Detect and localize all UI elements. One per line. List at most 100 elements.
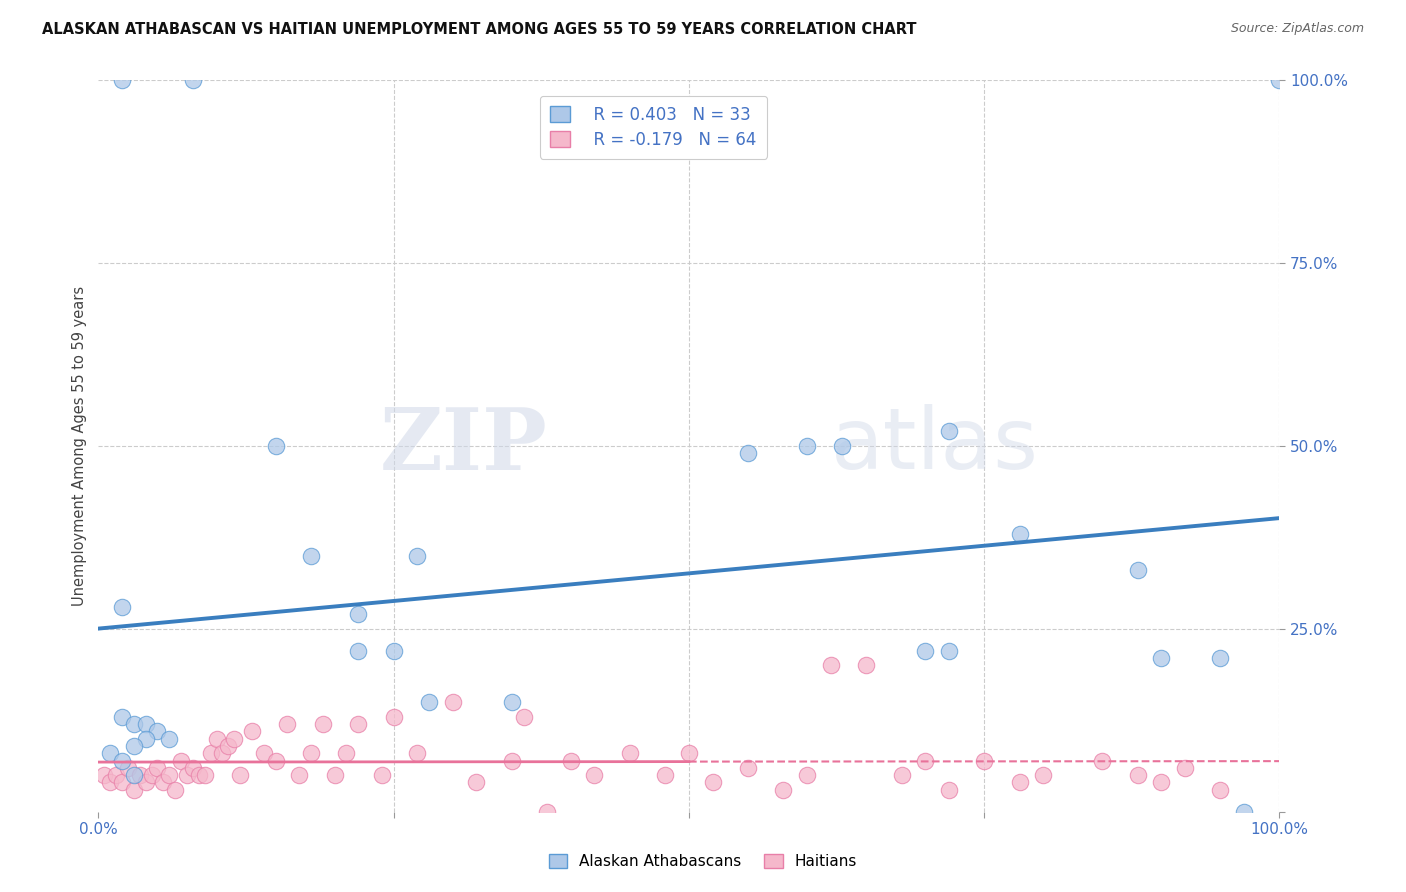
Point [347,717,370,731]
Point [772,782,794,797]
Point [1150,651,1173,665]
Text: ALASKAN ATHABASCAN VS HAITIAN UNEMPLOYMENT AMONG AGES 55 TO 59 YEARS CORRELATION: ALASKAN ATHABASCAN VS HAITIAN UNEMPLOYME… [42,22,917,37]
Point [299,746,322,760]
Point [253,746,276,760]
Point [93,768,115,782]
Point [146,761,169,775]
Point [187,768,209,782]
Point [560,754,582,768]
Point [583,768,606,782]
Point [224,731,246,746]
Point [1209,651,1232,665]
Text: ZIP: ZIP [380,404,547,488]
Point [914,754,936,768]
Point [1126,563,1149,577]
Point [312,717,335,731]
Point [1126,768,1149,782]
Point [240,724,263,739]
Point [122,717,145,731]
Point [796,439,818,453]
Point [135,775,157,789]
Point [217,739,239,753]
Point [181,761,204,775]
Point [1032,768,1054,782]
Point [678,746,700,760]
Point [122,739,145,753]
Point [831,439,853,453]
Point [105,768,128,782]
Point [512,709,534,723]
Point [141,768,163,782]
Point [938,644,960,658]
Point [371,768,394,782]
Point [157,768,180,782]
Point [288,768,311,782]
Legend:   R = 0.403   N = 33,   R = -0.179   N = 64: R = 0.403 N = 33, R = -0.179 N = 64 [540,96,766,159]
Point [111,709,134,723]
Point [418,695,440,709]
Point [938,425,960,439]
Point [1174,761,1197,775]
Point [135,717,157,731]
Point [128,768,150,782]
Point [181,73,204,87]
Point [914,644,936,658]
Point [347,607,370,622]
Point [1008,775,1031,789]
Point [200,746,222,760]
Point [501,754,523,768]
Point [323,768,346,782]
Point [619,746,641,760]
Point [152,775,174,789]
Point [111,775,134,789]
Point [1209,782,1232,797]
Point [820,658,842,673]
Point [938,782,960,797]
Point [855,658,877,673]
Text: Source: ZipAtlas.com: Source: ZipAtlas.com [1230,22,1364,36]
Point [465,775,488,789]
Point [1008,526,1031,541]
Point [382,709,405,723]
Point [890,768,912,782]
Point [299,549,322,563]
Point [135,731,157,746]
Point [264,754,287,768]
Point [205,731,228,746]
Point [335,746,357,760]
Point [406,549,429,563]
Point [111,73,134,87]
Point [536,805,558,819]
Point [702,775,724,789]
Point [122,768,145,782]
Point [737,761,759,775]
Point [98,746,121,760]
Point [501,695,523,709]
Point [382,644,405,658]
Point [98,775,121,789]
Point [796,768,818,782]
Text: atlas: atlas [831,404,1039,488]
Point [146,724,169,739]
Point [654,768,676,782]
Point [1150,775,1173,789]
Point [176,768,198,782]
Point [229,768,252,782]
Point [1233,805,1256,819]
Legend: Alaskan Athabascans, Haitians: Alaskan Athabascans, Haitians [543,848,863,875]
Point [347,644,370,658]
Point [211,746,233,760]
Point [122,782,145,797]
Point [441,695,464,709]
Point [170,754,193,768]
Point [264,439,287,453]
Point [194,768,217,782]
Point [157,731,180,746]
Point [276,717,298,731]
Y-axis label: Unemployment Among Ages 55 to 59 years: Unemployment Among Ages 55 to 59 years [72,286,87,606]
Point [406,746,429,760]
Point [117,761,139,775]
Point [165,782,187,797]
Point [111,599,134,614]
Point [1268,73,1291,87]
